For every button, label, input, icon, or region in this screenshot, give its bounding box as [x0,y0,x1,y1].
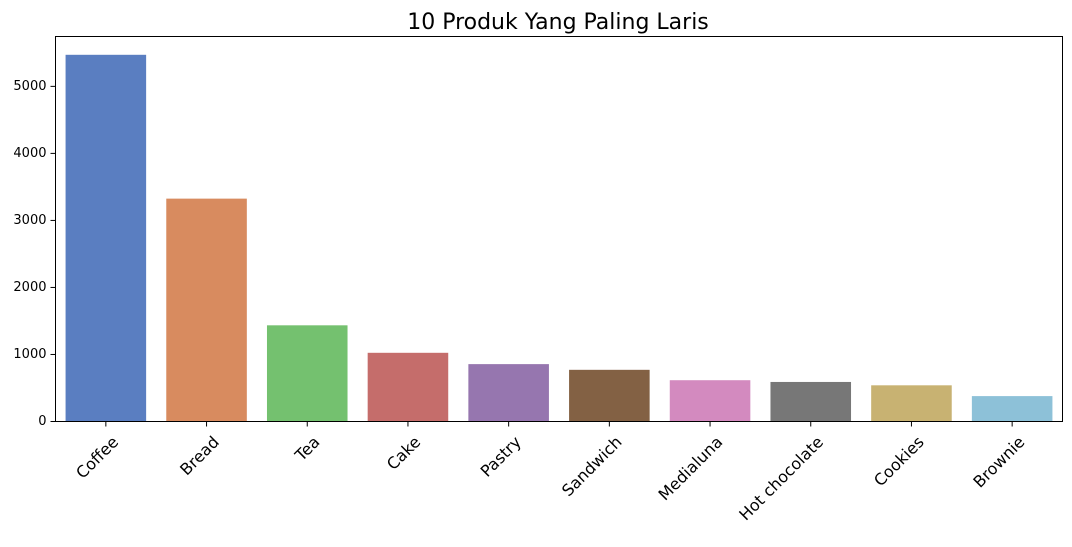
x-tick-label: Brownie [969,432,1028,491]
x-tick-label: Medialuna [655,432,727,504]
x-tick-label: Sandwich [558,432,626,500]
bar-bread [166,198,247,422]
x-tick-label: Pastry [477,432,525,480]
y-tick-label: 0 [38,414,46,429]
bar-pastry [468,364,549,422]
x-tick-label: Coffee [72,432,122,482]
bar-sandwich [569,369,650,422]
x-tick-label: Bread [176,432,223,479]
bar-hot-chocolate [770,381,852,422]
bar-brownie [971,396,1053,422]
chart-title: 10 Produk Yang Paling Laris [407,10,709,35]
x-tick-label: Tea [291,432,324,465]
bar-cookies [871,385,952,422]
y-axis: 0 1000 2000 3000 4000 5000 [13,79,56,429]
x-tick-label: Cake [383,432,424,473]
y-tick-label: 3000 [13,213,46,228]
bar-medialuna [669,380,751,422]
bar-coffee [65,54,147,422]
plot-frame [55,36,1063,422]
x-axis: Coffee Bread Tea Cake Pastry Sandwich Medialun… [72,421,1028,524]
y-tick-label: 2000 [13,280,46,295]
bar-tea [266,325,348,422]
x-tick-label: Cookies [870,432,928,490]
y-tick-label: 5000 [13,79,46,94]
y-tick-label: 4000 [13,146,46,161]
x-tick-label: Hot chocolate [735,432,827,524]
bars-group [65,54,1053,422]
y-tick-label: 1000 [13,347,46,362]
bar-cake [367,352,449,422]
